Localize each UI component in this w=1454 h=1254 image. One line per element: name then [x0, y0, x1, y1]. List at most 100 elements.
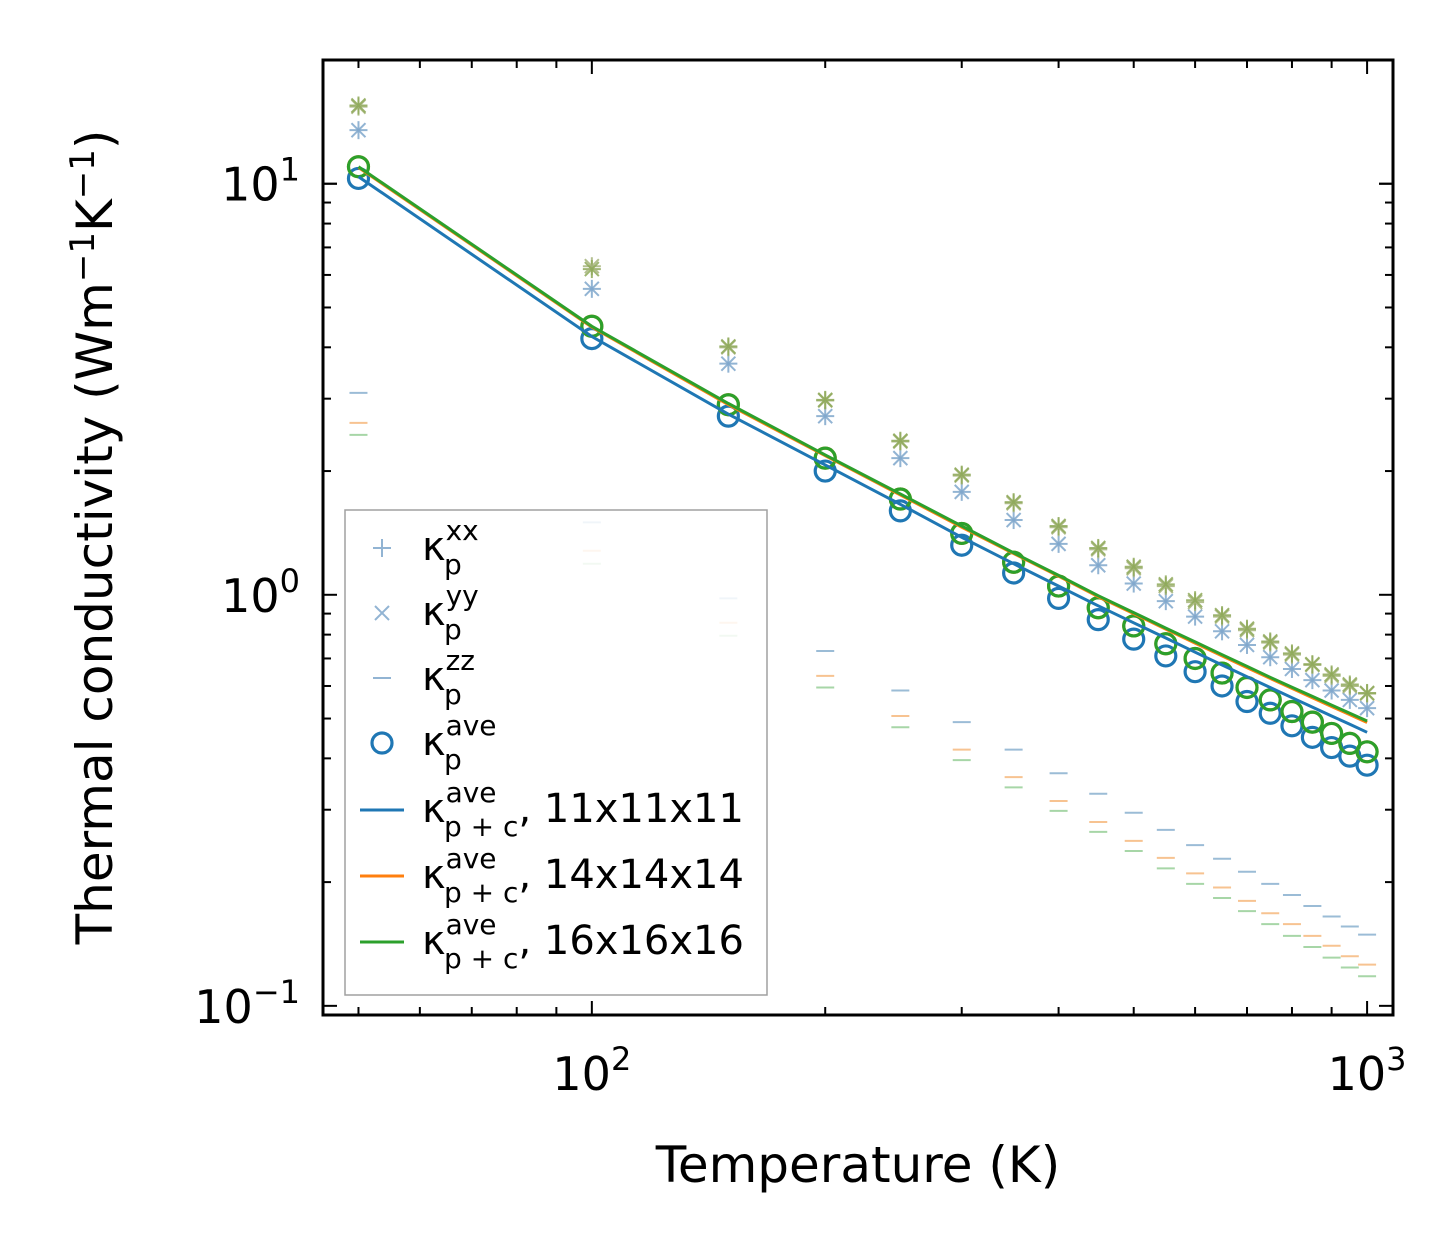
kappa_p_yy-g1-point-18 [1342, 678, 1358, 694]
y-tick-label-base: 10 [221, 158, 280, 212]
kappa_p_yy-g0-point-2 [720, 355, 737, 372]
y-tick-label-base: 10 [194, 980, 253, 1034]
kappa_p_yy-g1-point-10-d2 [1158, 578, 1174, 594]
kappa_p_yy-g1-point-18-d2 [1342, 678, 1358, 694]
legend-entry-2-sup: zz [446, 644, 475, 677]
legend-entry-5-sup: ave [446, 842, 497, 875]
kappa_p_yy-g0-point-18-d2 [1342, 692, 1358, 708]
kappa_p_yy-g2-point-7 [1050, 518, 1067, 534]
y-tick-label-base: 10 [221, 569, 280, 623]
kappa_p_yy-g2-point-13-d2 [1239, 620, 1255, 637]
legend-entry-5-suffix: , 14x14x14 [518, 852, 743, 898]
kappa_p_ave-g0-point-13-ring [1235, 689, 1259, 714]
x-tick-label-exp: 3 [1386, 1040, 1406, 1078]
legend-entry-6: κave p + c, 16x16x16 [360, 908, 744, 975]
kappa_p_yy-g2-point-12 [1214, 607, 1230, 623]
kappa_p_ave-g0-point-9-ring [1122, 627, 1146, 651]
kappa_p_ave-g2-point-19 [1355, 740, 1379, 764]
kappa_p_ave-g2-point-15-ring [1280, 699, 1304, 724]
kappa_p_yy-g0-point-6 [1005, 512, 1022, 528]
y-tick-label-10: 101 [221, 151, 300, 212]
legend-entry-6-sub: p + c [444, 942, 518, 975]
legend-entry-5-sub: p + c [444, 876, 518, 909]
kappa_p_yy-g1-point-11-d2 [1187, 594, 1203, 610]
plot-area [346, 96, 1379, 978]
kappa_p_ave-g0-point-10-ring [1154, 644, 1178, 668]
kappa_p_yy-g2-point-13 [1239, 620, 1255, 637]
legend-entry-0: κxx p [373, 514, 479, 581]
kappa_p_yy-g0-point-7-d2 [1050, 536, 1067, 552]
y-tick-label-exp: −1 [253, 973, 300, 1011]
legend-entry-4-kappa: κ [422, 786, 446, 832]
kappa_p_yy-g2-point-1-d2 [584, 261, 600, 277]
kappa_pc_ave_16-line [357, 165, 1368, 723]
kappa_p_ave-g0-point-8 [1086, 608, 1110, 632]
kappa_p_ave-g2-point-0-ring [346, 155, 371, 179]
legend-entry-3-sup: ave [446, 709, 497, 742]
legend-entry-3-marker-swatch [370, 731, 394, 755]
y-label-main: Thermal conductivity (Wm [66, 282, 124, 945]
kappa_p_yy-g2-point-15 [1284, 645, 1300, 662]
y-axis-label: Thermal conductivity (Wm−1K−1) [63, 130, 124, 946]
legend-entry-3-kappa: κ [422, 719, 446, 765]
legend-entry-3-label: κave p [422, 709, 497, 776]
kappa_p_ave-g2-point-16 [1300, 710, 1324, 734]
kappa_p_yy-g0-point-3-d2 [817, 408, 833, 424]
kappa_p_ave-g0-point-5-ring [950, 533, 974, 557]
legend-entry-4-sub: p + c [444, 810, 518, 843]
kappa_p_yy-g0-point-11 [1187, 608, 1203, 625]
legend-entry-2: κzz p [373, 644, 475, 711]
legend-entry-1-sup: yy [446, 579, 479, 612]
kappa_p_yy-g1-point-11 [1187, 594, 1203, 610]
kappa_p_ave-g2-point-16-ring [1300, 710, 1324, 734]
legend-entry-2-label: κzz p [422, 644, 475, 711]
kappa_p_yy-g2-point-6-d2 [1005, 494, 1022, 510]
legend-entry-5: κave p + c, 14x14x14 [360, 842, 744, 909]
kappa_p_ave-g0-point-8-ring [1086, 608, 1110, 632]
kappa_p_ave-g0-point-7 [1046, 586, 1071, 610]
kappa_p_yy-g2-point-10 [1158, 576, 1174, 593]
kappa_p_yy-g0-point-19 [1359, 700, 1375, 716]
legend-entry-3-marker-swatch-ring [370, 731, 394, 755]
kappa_p_yy-g2-point-1 [584, 261, 600, 277]
legend-entry-5-label: κave p + c, 14x14x14 [422, 842, 744, 909]
kappa_p_yy-g0-point-10-d2 [1158, 593, 1174, 609]
kappa_p_yy-g0-point-7 [1050, 536, 1067, 552]
legend-entry-3-sub: p [444, 743, 462, 776]
kappa_p_yy-g0-point-1-d2 [584, 281, 600, 297]
legend-entry-6-sup: ave [446, 908, 497, 941]
kappa_p_yy-g2-point-4-d2 [892, 433, 909, 449]
kappa_p_ave-g0-point-12-ring [1210, 674, 1234, 698]
legend-entry-1-label: κyy p [422, 579, 479, 646]
kappa_p_yy-g0-point-2-d2 [720, 355, 737, 372]
kappa_p_ave-g2-point-19-ring [1355, 740, 1379, 764]
x-tick-label-100: 102 [552, 1040, 631, 1101]
kappa_p_ave-g2-point-14-ring [1258, 688, 1282, 712]
kappa_p_yy-g2-point-17 [1323, 666, 1340, 683]
kappa_p_ave-g0-point-13 [1235, 689, 1259, 714]
y-label-mid: K [66, 198, 124, 232]
legend-entry-6-suffix: , 16x16x16 [518, 918, 743, 964]
kappa_p_yy-g0-point-13 [1239, 637, 1255, 653]
legend-entry-1: κyy p [374, 579, 479, 646]
kappa_p_yy-g2-point-11 [1187, 592, 1203, 608]
kappa_p_ave-g0-point-14-ring [1258, 701, 1282, 725]
kappa_p_yy-g0-point-19-d2 [1359, 700, 1375, 716]
kappa_p_yy-g2-point-8-d2 [1090, 540, 1106, 556]
kappa_p_yy-g0-point-12 [1214, 623, 1230, 640]
kappa_p_yy-g0-point-14 [1262, 649, 1278, 665]
kappa_p_yy-g2-point-19 [1359, 685, 1375, 701]
kappa_p_yy-g0-point-8 [1090, 557, 1106, 573]
x-tick-label-base: 10 [552, 1047, 611, 1101]
kappa_p_yy-g1-point-13 [1239, 622, 1255, 638]
legend-entry-5-kappa: κ [422, 852, 446, 898]
y-label-exp1: −1 [63, 232, 103, 282]
kappa_p_ave-g2-point-14 [1258, 688, 1282, 712]
kappa_p_yy-g0-point-0 [350, 122, 367, 138]
legend-entry-4-suffix: , 11x11x11 [518, 786, 743, 832]
legend-entry-0-kappa: κ [422, 524, 446, 570]
kappa_p_yy-g0-point-4-d2 [892, 450, 909, 466]
kappa_p_yy-g0-point-5 [954, 484, 970, 500]
legend-entry-6-kappa: κ [422, 918, 446, 964]
